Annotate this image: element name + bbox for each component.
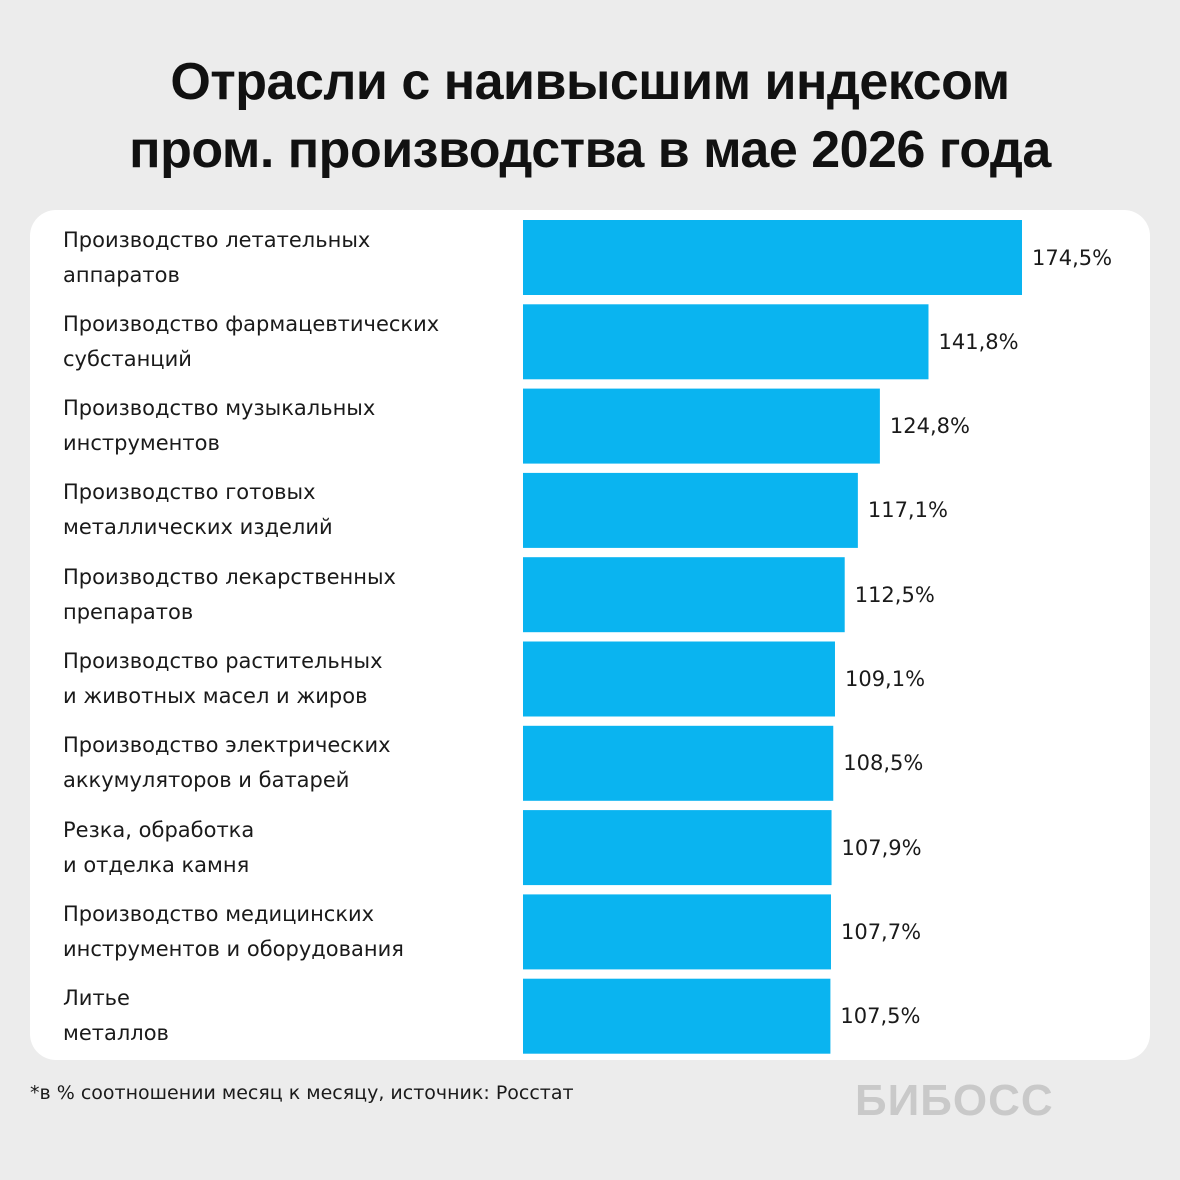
value-label: 141,8%: [938, 329, 1019, 354]
value-label: 107,9%: [841, 835, 922, 860]
value-label: 117,1%: [867, 498, 948, 523]
category-label: Производство лекарственных препаратов: [63, 564, 396, 624]
category-label: Литье металлов: [63, 986, 169, 1046]
logo: БИБОСС: [855, 1076, 1054, 1125]
footnote: *в % соотношении месяц к месяцу, источни…: [30, 1082, 574, 1104]
bar: [523, 557, 845, 633]
bar: [523, 472, 858, 548]
bar: [523, 810, 832, 886]
category-label: Производство медицинских инструментов и …: [63, 901, 404, 961]
bar: [523, 894, 831, 970]
value-label: 107,7%: [840, 919, 922, 944]
value-label: 107,5%: [840, 1004, 921, 1029]
bar: [523, 641, 835, 717]
category-label: Производство растительных и животных мас…: [63, 649, 383, 708]
category-label: Производство электрических аккумуляторов…: [63, 733, 391, 793]
value-label: 174,5%: [1032, 245, 1113, 270]
chart-title: Отрасли с наивысшим индексом пром. произ…: [129, 53, 1051, 179]
value-label: 109,1%: [844, 667, 926, 691]
bar: [523, 978, 831, 1054]
bar: [523, 304, 929, 380]
bar: [523, 725, 834, 801]
bar: [523, 220, 1022, 295]
category-label: Производство готовых металлических издел…: [63, 480, 333, 540]
bar: [523, 388, 880, 464]
value-label: 108,5%: [843, 751, 924, 776]
value-label: 124,8%: [889, 414, 970, 439]
category-label: Резка, обработка и отделка камня: [63, 817, 255, 877]
value-label: 112,5%: [854, 582, 935, 607]
category-label: Производство фармацевтических субстанций: [63, 311, 440, 371]
category-label: Производство музыкальных инструментов: [63, 396, 376, 456]
category-label: Производство летательных аппаратов: [63, 227, 371, 287]
